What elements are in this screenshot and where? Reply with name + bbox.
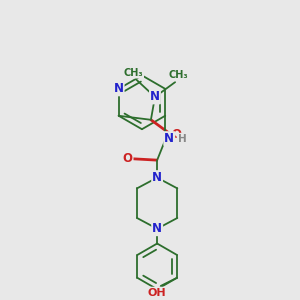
Text: OH: OH	[148, 288, 166, 298]
Text: N: N	[164, 132, 174, 145]
Text: O: O	[123, 152, 133, 165]
Text: O: O	[172, 128, 182, 141]
Text: N: N	[152, 222, 162, 235]
Text: N: N	[114, 82, 124, 95]
Text: CH₃: CH₃	[168, 70, 188, 80]
Text: N: N	[150, 90, 160, 104]
Text: H: H	[178, 134, 186, 144]
Text: N: N	[152, 171, 162, 184]
Text: CH₃: CH₃	[124, 68, 143, 78]
